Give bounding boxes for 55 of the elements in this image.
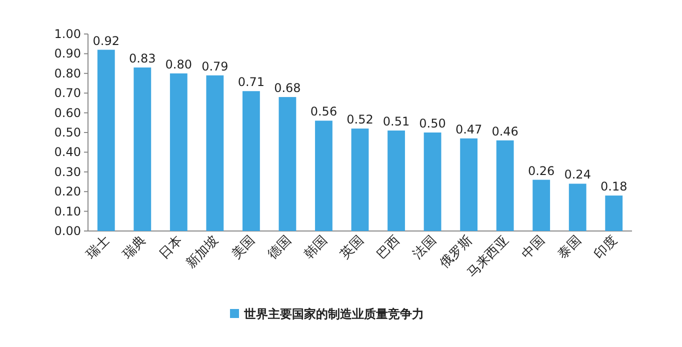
data-label: 0.83 (129, 51, 156, 66)
data-label: 0.92 (92, 34, 120, 48)
y-tick-label: 1.00 (54, 27, 81, 41)
x-tick-label: 泰国 (555, 233, 584, 262)
bar (242, 91, 260, 231)
data-label: 0.56 (310, 104, 338, 119)
y-tick-label: 0.70 (54, 86, 81, 100)
data-label: 0.50 (419, 116, 446, 130)
x-tick-label: 中国 (519, 233, 548, 262)
bar (532, 180, 550, 231)
bar (206, 75, 224, 231)
y-tick-label: 0.90 (54, 46, 81, 61)
x-tick-label: 日本 (156, 233, 186, 262)
bar (496, 140, 514, 231)
data-label: 0.18 (600, 180, 628, 194)
x-tick-label: 韩国 (302, 233, 331, 262)
data-label: 0.47 (455, 122, 482, 136)
bar (134, 67, 152, 231)
x-tick-label: 德国 (265, 233, 294, 262)
x-tick-label: 印度 (590, 232, 621, 262)
y-tick-label: 0.60 (54, 106, 81, 120)
data-label: 0.68 (274, 81, 301, 96)
data-label: 0.71 (238, 75, 265, 90)
bar (278, 97, 296, 231)
x-tick-label: 巴西 (374, 233, 404, 262)
bar (351, 128, 369, 231)
x-tick-label: 英国 (338, 233, 367, 262)
x-tick-label: 瑞士 (84, 233, 113, 262)
data-label: 0.52 (346, 112, 374, 127)
bar (388, 130, 405, 231)
data-label: 0.79 (202, 59, 228, 74)
bar (315, 120, 332, 231)
y-tick-label: 0.00 (54, 224, 81, 238)
bar (424, 132, 442, 231)
y-tick-label: 0.40 (54, 145, 81, 160)
y-tick-label: 0.20 (54, 184, 81, 199)
data-label: 0.26 (528, 164, 555, 178)
x-tick-label: 新加坡 (184, 233, 222, 272)
bar (97, 50, 115, 231)
data-label: 0.46 (492, 124, 518, 138)
bar (605, 196, 623, 231)
legend-label: 世界主要国家的制造业质量竞争力 (243, 307, 424, 321)
y-tick-label: 0.80 (54, 66, 81, 80)
y-tick-label: 0.10 (54, 204, 81, 218)
x-tick-label: 瑞典 (120, 233, 150, 262)
bar (170, 73, 188, 231)
bar (460, 138, 478, 231)
data-label: 0.24 (564, 168, 591, 182)
data-label: 0.51 (382, 114, 410, 129)
y-tick-label: 0.50 (54, 126, 81, 140)
y-tick-label: 0.30 (54, 164, 81, 179)
x-tick-label: 法国 (410, 233, 440, 262)
x-tick-label: 美国 (228, 232, 258, 262)
bar (568, 184, 586, 231)
data-label: 0.80 (165, 57, 192, 72)
